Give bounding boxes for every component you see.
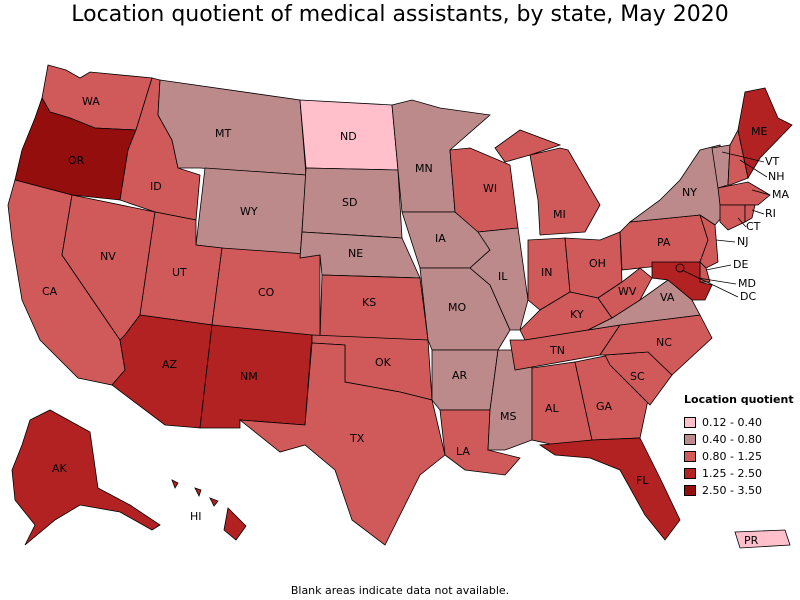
- label-AK: AK: [52, 462, 68, 475]
- label-NY: NY: [682, 186, 697, 199]
- label-MA: MA: [772, 188, 789, 201]
- label-MS: MS: [500, 410, 516, 423]
- label-MD: MD: [738, 277, 756, 290]
- label-OH: OH: [589, 257, 606, 270]
- state-NH: [727, 128, 749, 186]
- legend-swatch: [684, 451, 696, 462]
- state-MI: [494, 129, 601, 236]
- legend-item: 0.12 - 0.40: [684, 414, 794, 431]
- state-CT: [719, 204, 746, 231]
- label-NE: NE: [348, 247, 363, 260]
- legend-label: 1.25 - 2.50: [702, 467, 762, 480]
- label-WI: WI: [483, 182, 497, 195]
- legend-swatch: [684, 485, 696, 496]
- label-KS: KS: [362, 296, 376, 309]
- legend-item: 0.40 - 0.80: [684, 431, 794, 448]
- label-SD: SD: [342, 196, 357, 209]
- label-NV: NV: [100, 250, 116, 263]
- label-RI: RI: [765, 207, 776, 220]
- label-UT: UT: [172, 266, 187, 279]
- state-MA: [717, 181, 771, 206]
- label-DE: DE: [733, 258, 748, 271]
- map-title: Location quotient of medical assistants,…: [71, 2, 729, 27]
- legend-label: 2.50 - 3.50: [702, 484, 762, 497]
- label-WA: WA: [82, 95, 100, 108]
- label-ID: ID: [150, 180, 162, 193]
- state-PR: [734, 529, 791, 549]
- label-DC: DC: [740, 290, 756, 303]
- label-NJ: NJ: [737, 235, 748, 248]
- legend-label: 0.40 - 0.80: [702, 433, 762, 446]
- label-MI: MI: [553, 208, 566, 221]
- legend-label: 0.80 - 1.25: [702, 450, 762, 463]
- legend-label: 0.12 - 0.40: [702, 416, 762, 429]
- label-GA: GA: [596, 400, 613, 413]
- label-MT: MT: [215, 127, 231, 140]
- legend-item: 0.80 - 1.25: [684, 448, 794, 465]
- label-MO: MO: [448, 301, 466, 314]
- state-FL: [538, 437, 681, 541]
- label-PA: PA: [657, 236, 671, 249]
- legend-item: 2.50 - 3.50: [684, 482, 794, 499]
- label-ME: ME: [751, 125, 767, 138]
- label-VT: VT: [765, 155, 780, 168]
- label-CA: CA: [42, 285, 58, 298]
- label-NC: NC: [656, 336, 672, 349]
- state-AK: [11, 409, 161, 546]
- label-CT: CT: [746, 220, 761, 233]
- footnote: Blank areas indicate data not available.: [290, 584, 510, 597]
- label-MN: MN: [415, 162, 433, 175]
- legend-swatch: [684, 417, 696, 428]
- label-OR: OR: [68, 154, 85, 167]
- label-IA: IA: [435, 232, 446, 245]
- state-MT: [157, 79, 307, 176]
- state-HI: [171, 479, 247, 541]
- legend-swatch: [684, 468, 696, 479]
- label-WY: WY: [240, 205, 258, 218]
- legend-item: 1.25 - 2.50: [684, 465, 794, 482]
- label-FL: FL: [636, 474, 649, 487]
- label-AL: AL: [545, 402, 560, 415]
- label-TX: TX: [349, 432, 365, 445]
- label-NM: NM: [240, 370, 258, 383]
- label-LA: LA: [456, 445, 470, 458]
- label-CO: CO: [258, 286, 275, 299]
- leader-lines: [681, 151, 771, 298]
- label-HI: HI: [190, 510, 202, 523]
- label-TN: TN: [549, 344, 565, 357]
- state-AZ: [111, 314, 213, 429]
- state-RI: [744, 204, 756, 223]
- state-MD: [651, 261, 713, 301]
- state-ME: [737, 87, 793, 180]
- label-VA: VA: [660, 291, 675, 304]
- label-IN: IN: [541, 266, 552, 279]
- label-SC: SC: [630, 370, 645, 383]
- state-IL: [469, 227, 529, 331]
- label-IL: IL: [498, 270, 508, 283]
- label-NH: NH: [768, 170, 785, 183]
- label-WV: WV: [618, 285, 637, 298]
- label-AZ: AZ: [162, 358, 178, 371]
- label-PR: PR: [744, 534, 759, 547]
- label-ND: ND: [340, 130, 357, 143]
- state-TX: [238, 342, 446, 546]
- legend-swatch: [684, 434, 696, 445]
- legend-title: Location quotient: [684, 393, 794, 406]
- label-OK: OK: [375, 356, 392, 369]
- state-GA: [574, 354, 649, 441]
- legend: Location quotient 0.12 - 0.40 0.40 - 0.80…: [684, 393, 794, 499]
- label-AR: AR: [452, 369, 468, 382]
- label-KY: KY: [570, 308, 584, 321]
